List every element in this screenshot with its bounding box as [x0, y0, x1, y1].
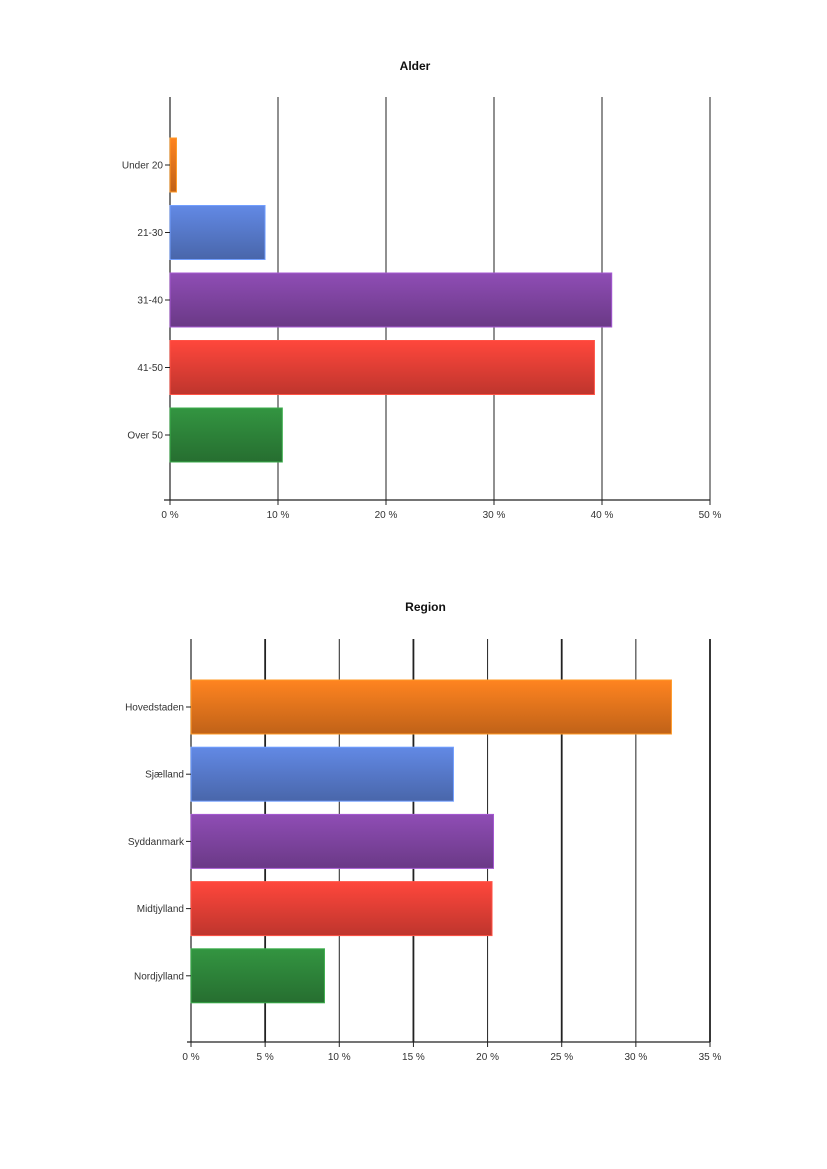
region-category-label: Hovedstaden [125, 703, 184, 714]
region-bar-3 [190, 881, 493, 937]
age-chart-title: Alder [400, 59, 431, 73]
age-x-tick-label: 10 % [267, 510, 290, 521]
age-bar-0 [169, 137, 177, 193]
age-x-tick-label: 0 % [161, 510, 178, 521]
region-x-tick-label: 5 % [257, 1052, 274, 1063]
region-bar-2 [190, 813, 495, 869]
region-x-tick-label: 0 % [182, 1052, 199, 1063]
region-x-tick-label: 20 % [476, 1052, 499, 1063]
age-bar-4 [169, 407, 283, 463]
age-category-label: 41-50 [137, 363, 163, 374]
region-category-label: Nordjylland [134, 971, 184, 982]
region-bar-1 [190, 746, 454, 802]
age-chart: Alder 0 % 10 % 20 % 30 % 40 % 50 % Under 20 21-3… [0, 0, 827, 560]
age-category-label: 31-40 [137, 296, 163, 307]
region-category-label: Syddanmark [128, 837, 185, 848]
region-chart-title: Region [405, 600, 446, 614]
region-x-tick-label: 10 % [328, 1052, 351, 1063]
age-bar-2 [169, 272, 613, 328]
region-x-tick-label: 30 % [624, 1052, 647, 1063]
age-x-tick-label: 40 % [591, 510, 614, 521]
age-category-label: Under 20 [122, 161, 164, 172]
age-category-label: Over 50 [127, 431, 163, 442]
region-x-tick-label: 15 % [402, 1052, 425, 1063]
region-category-label: Midtjylland [137, 904, 184, 915]
age-x-tick-label: 30 % [483, 510, 506, 521]
region-bar-4 [190, 948, 325, 1004]
region-chart: Region 0 % 5 % 10 % 15 % 20 % 25 % 30 % 35 % Hove… [0, 560, 827, 1120]
age-category-label: 21-30 [137, 228, 163, 239]
age-x-tick-label: 50 % [699, 510, 722, 521]
region-x-tick-label: 25 % [550, 1052, 573, 1063]
region-chart-svg: Region 0 % 5 % 10 % 15 % 20 % 25 % 30 % 35 % Hove… [125, 600, 722, 1063]
age-chart-svg: Alder 0 % 10 % 20 % 30 % 40 % 50 % Under 20 21-3… [122, 59, 722, 521]
region-category-label: Sjælland [145, 770, 184, 781]
age-x-tick-label: 20 % [375, 510, 398, 521]
region-x-tick-label: 35 % [699, 1052, 722, 1063]
age-bar-1 [169, 205, 266, 260]
region-bar-0 [190, 679, 672, 735]
age-bar-3 [169, 340, 595, 395]
